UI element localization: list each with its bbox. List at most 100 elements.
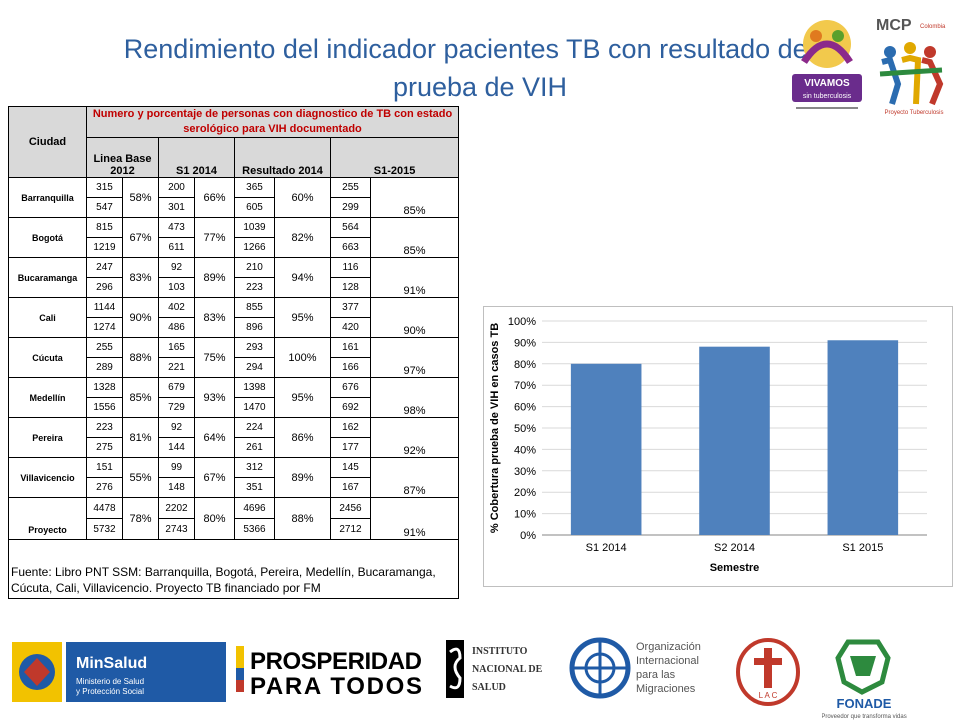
prosperidad-logo: PROSPERIDAD PARA TODOS [236,646,422,700]
ins-logo: INSTITUTO NACIONAL DE SALUD [446,640,543,698]
lb-denominator: 1274 [86,317,123,338]
lb-numerator: 315 [86,177,123,198]
bar [570,363,642,535]
s1-2015-numerator: 145 [330,457,371,478]
lb-numerator: 255 [86,337,123,358]
title-line-2: prueba de VIH [392,72,568,102]
table-row: 276 148 351 167 [9,477,459,498]
s1-2015-percent: 92% [369,417,460,458]
svg-text:MinSalud: MinSalud [76,655,147,672]
s1-2014-numerator: 679 [158,377,195,398]
table-source-note: Fuente: Libro PNT SSM: Barranquilla, Bog… [7,539,460,599]
s1-2015-denominator: 692 [330,397,371,418]
page-title: Rendimiento del indicador pacientes TB c… [0,30,960,106]
lb-denominator: 1556 [86,397,123,418]
s1-2014-numerator: 165 [158,337,195,358]
s1-2014-percent: 64% [194,417,235,458]
lb-denominator: 547 [86,197,123,218]
svg-text:Proyecto Tuberculosis: Proyecto Tuberculosis [884,110,943,116]
x-tick-label: S1 2015 [842,542,883,554]
lb-percent: 67% [122,217,159,258]
lb-percent: 85% [122,377,159,418]
mcp-logo: MCP Colombia Proyecto Tuberculosis [876,17,946,116]
y-tick-label: 0% [520,530,536,542]
y-tick-label: 30% [514,466,536,478]
table-row: Bucaramanga 247 83% 92 89% 210 94% 116 91% [8,257,460,298]
resultado-2014-percent: 88% [274,497,331,540]
resultado-2014-denominator: 261 [234,437,275,458]
s1-2014-denominator: 729 [158,397,195,418]
city-cell: Bogotá [8,217,87,258]
resultado-2014-percent: 89% [274,457,331,498]
y-tick-label: 70% [514,380,536,392]
s1-2015-numerator: 564 [330,217,371,238]
svg-text:sin tuberculosis: sin tuberculosis [803,93,852,100]
svg-text:NACIONAL DE: NACIONAL DE [472,664,543,675]
resultado-2014-denominator: 1470 [234,397,275,418]
resultado-2014-percent: 60% [274,177,331,218]
vivamos-logo: VIVAMOS sin tuberculosis [792,20,862,109]
x-tick-label: S1 2014 [586,542,627,554]
table-row: Cúcuta 255 88% 165 75% 293 100% 161 97% [8,337,460,378]
lb-percent: 90% [122,297,159,338]
resultado-2014-denominator: 605 [234,197,275,218]
resultado-2014-denominator: 5366 [234,518,275,540]
header-main: Numero y porcentaje de personas con diag… [85,106,460,138]
city-cell: Villavicencio [8,457,87,498]
lb-numerator: 815 [86,217,123,238]
table-row: 1556 729 1470 692 [9,397,459,418]
lb-denominator: 289 [86,357,123,378]
y-tick-label: 50% [514,423,536,435]
svg-text:Internacional: Internacional [636,655,699,667]
lb-numerator: 247 [86,257,123,278]
s1-2014-denominator: 144 [158,437,195,458]
s1-2014-denominator: 301 [158,197,195,218]
resultado-2014-numerator: 293 [234,337,275,358]
s1-2014-percent: 80% [194,497,235,540]
s1-2015-numerator: 377 [330,297,371,318]
s1-2015-percent: 98% [369,377,460,418]
s1-2014-numerator: 92 [158,257,195,278]
svg-text:PARA TODOS: PARA TODOS [250,673,422,700]
resultado-2014-numerator: 1398 [234,377,275,398]
header-resultado-2014: Resultado 2014 [234,137,331,178]
svg-text:Ministerio de Salud: Ministerio de Salud [76,677,144,686]
svg-text:FONADE: FONADE [837,696,892,711]
s1-2014-denominator: 611 [158,237,195,258]
s1-2014-denominator: 148 [158,477,195,498]
table-row: Medellín 1328 85% 679 93% 1398 95% 676 98% [8,377,460,418]
svg-text:para las: para las [636,669,676,681]
city-cell: Proyecto [8,497,87,540]
table-row: Cali 1144 90% 402 83% 855 95% 377 90% [8,297,460,338]
lb-percent: 55% [122,457,159,498]
y-tick-label: 10% [514,509,536,521]
s1-2015-denominator: 167 [330,477,371,498]
header-city: Ciudad [8,106,87,178]
resultado-2014-numerator: 1039 [234,217,275,238]
x-tick-label: S2 2014 [714,542,755,554]
s1-2015-percent: 90% [369,297,460,338]
s1-2015-denominator: 299 [330,197,371,218]
lb-denominator: 1219 [86,237,123,258]
s1-2014-denominator: 221 [158,357,195,378]
y-tick-label: 90% [514,337,536,349]
city-cell: Cali [8,297,87,338]
city-cell: Bucaramanga [8,257,87,298]
resultado-2014-numerator: 4696 [234,497,275,519]
s1-2015-denominator: 663 [330,237,371,258]
table-row: Villavicencio 151 55% 99 67% 312 89% 145 87% [8,457,460,498]
table-row: Pereira 223 81% 92 64% 224 86% 162 92% [8,417,460,458]
resultado-2014-percent: 95% [274,297,331,338]
s1-2014-percent: 67% [194,457,235,498]
x-axis-title: Semestre [710,562,760,574]
svg-text:SALUD: SALUD [472,682,506,693]
s1-2014-numerator: 2202 [158,497,195,519]
s1-2014-denominator: 103 [158,277,195,298]
s1-2014-numerator: 402 [158,297,195,318]
coverage-chart: 0% 10% 20% 30% 40% 50% 60% 70% 80% 90% 100% S1 2014… [483,306,953,587]
svg-text:PROSPERIDAD: PROSPERIDAD [250,648,422,675]
title-line-1: Rendimiento del indicador pacientes TB c… [123,34,837,64]
minsalud-logo: MinSalud Ministerio de Salud y Protecció… [12,642,226,702]
s1-2014-denominator: 2743 [158,518,195,540]
bar [827,340,899,535]
